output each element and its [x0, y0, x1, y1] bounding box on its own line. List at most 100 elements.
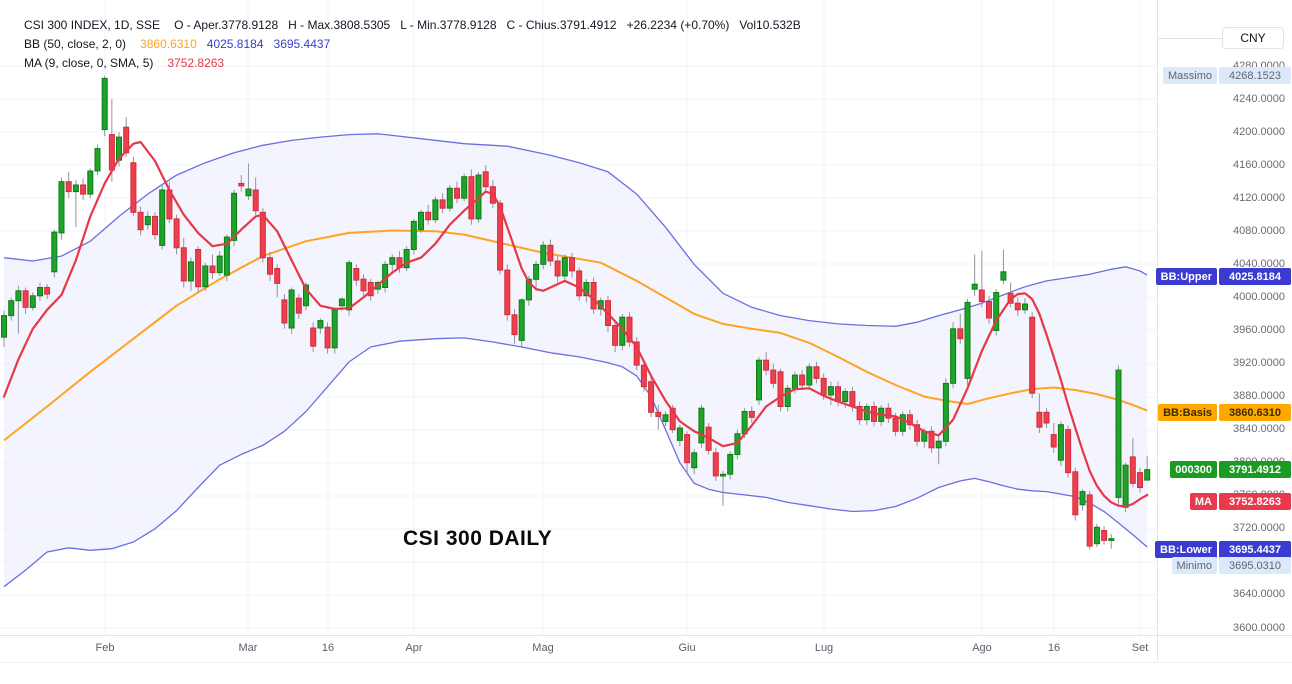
currency-button[interactable]: CNY — [1222, 27, 1284, 49]
candle — [1079, 491, 1086, 506]
candle — [231, 192, 238, 241]
change-value: +26.2234 (+0.70%) — [626, 18, 730, 32]
candle — [720, 473, 726, 477]
candle — [820, 377, 827, 396]
candle — [137, 211, 144, 231]
candle — [245, 188, 252, 197]
chart-pane[interactable]: CSI 300 INDEX, 1D, SSE O - Aper.3778.9128… — [0, 0, 1157, 635]
candle — [799, 374, 806, 386]
candle — [8, 300, 15, 317]
candle — [1129, 456, 1136, 484]
candle — [410, 220, 417, 250]
candle — [576, 270, 583, 297]
badge-name: BB:Basis — [1158, 404, 1217, 421]
candle — [468, 176, 475, 220]
candle — [748, 411, 755, 418]
badge-value: 3791.4912 — [1219, 461, 1291, 478]
candle — [346, 262, 353, 311]
candle — [978, 289, 985, 303]
candle — [727, 453, 734, 475]
candle — [288, 289, 295, 329]
badge-name: Minimo — [1171, 557, 1217, 574]
badge-name: BB:Upper — [1155, 268, 1217, 285]
candle — [791, 374, 798, 389]
candle — [259, 211, 266, 259]
candle — [906, 414, 913, 426]
bb-upper-line — [3, 133, 1148, 327]
candle — [303, 284, 309, 307]
ma-indicator-label: MA (9, close, 0, SMA, 5) — [24, 56, 154, 70]
candle — [58, 181, 65, 234]
candle — [482, 171, 489, 188]
ma-value: 3752.8263 — [167, 56, 225, 70]
candle — [770, 369, 777, 384]
candle — [22, 290, 29, 308]
candle — [51, 231, 58, 273]
candle — [835, 386, 841, 403]
price-axis[interactable]: CNY 4280.0000 4240.0000 4200.0000 4160.0000… — [1155, 0, 1292, 635]
candle — [454, 187, 460, 199]
candle — [842, 391, 849, 403]
price-tick-label: 4080.0000 — [1233, 225, 1285, 237]
candle — [274, 268, 281, 284]
candle — [827, 386, 834, 396]
bb-upper-value: 4025.8184 — [206, 37, 264, 51]
candle — [914, 424, 921, 442]
candle — [986, 301, 992, 319]
candle — [353, 268, 360, 281]
badge-name: 000300 — [1170, 461, 1217, 478]
candle — [712, 452, 719, 477]
bb-indicator-label: BB (50, close, 2, 0) — [24, 37, 127, 51]
time-tick-label: Set — [1131, 642, 1149, 654]
candle — [669, 407, 676, 431]
candle — [533, 263, 540, 280]
badge-value: 3695.0310 — [1219, 557, 1291, 574]
time-tick-label: 16 — [1047, 642, 1061, 654]
axis-top-divider — [1158, 38, 1222, 39]
candle — [223, 236, 230, 276]
candlestick-chart[interactable] — [0, 0, 1157, 635]
candle — [971, 283, 978, 290]
candle — [108, 134, 115, 171]
price-tick-label: 3720.0000 — [1233, 522, 1285, 534]
price-tick-label: 3960.0000 — [1233, 324, 1285, 336]
price-badge-ma: MA 3752.8263 — [1189, 493, 1291, 510]
candle — [216, 255, 223, 274]
candle — [504, 269, 511, 316]
candle — [849, 391, 856, 408]
candle — [655, 411, 662, 417]
ma-line — [2, 140, 1149, 508]
candle — [684, 434, 691, 464]
ohlc-low: L - Min.3778.9128 — [400, 18, 497, 32]
candle — [676, 427, 683, 441]
ohlc-high: H - Max.3808.5305 — [288, 18, 391, 32]
candle — [957, 328, 964, 340]
candle — [94, 148, 101, 172]
badge-name: Massimo — [1162, 67, 1217, 84]
candle — [295, 297, 302, 314]
price-tick-label: 4160.0000 — [1233, 159, 1285, 171]
candle — [964, 301, 971, 379]
time-axis[interactable]: Feb Mar 16 Apr Mag Giu Lug Ago 16 Set — [0, 635, 1292, 663]
candle — [777, 371, 784, 407]
candle — [310, 327, 317, 347]
candle — [360, 278, 367, 292]
candle — [1108, 538, 1115, 541]
price-badge-massimo: Massimo 4268.1523 — [1162, 67, 1291, 84]
candle — [511, 314, 518, 336]
legend: CSI 300 INDEX, 1D, SSE O - Aper.3778.9128… — [24, 16, 811, 73]
candle — [1000, 271, 1007, 281]
ohlc-open: O - Aper.3778.9128 — [174, 18, 279, 32]
candle — [432, 199, 439, 221]
candle — [1036, 411, 1043, 428]
candle — [87, 170, 94, 195]
price-tick-label: 4120.0000 — [1233, 192, 1285, 204]
candle — [662, 414, 669, 422]
candle — [403, 249, 410, 269]
candle — [281, 299, 288, 324]
candle — [648, 381, 655, 413]
price-badge-minimo: Minimo 3695.0310 — [1171, 557, 1291, 574]
candle — [1144, 469, 1151, 481]
time-tick-label: Mar — [238, 642, 258, 654]
candle — [784, 387, 791, 407]
